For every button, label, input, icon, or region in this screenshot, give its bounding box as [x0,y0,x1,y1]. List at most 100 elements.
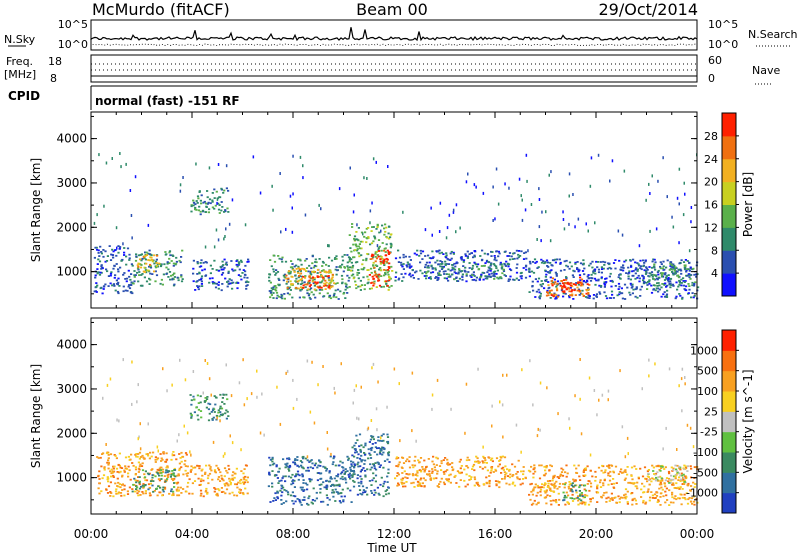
velocity-panel-cell [166,465,169,468]
velocity-panel-cell [180,460,183,463]
power-panel-cell [456,272,460,275]
power-panel-cell [301,282,304,285]
power-panel-cell [136,271,139,274]
power-panel-cell [323,295,326,297]
velocity-panel-cell [146,453,149,455]
power-panel-cell [503,263,506,266]
power-panel-cell [379,258,382,260]
power-panel-cell [571,274,574,277]
power-panel-cell [139,266,143,269]
power-panel-cell [622,269,625,272]
power-panel-cell [306,292,309,295]
velocity-panel-cell [301,474,304,477]
power-panel-cell [531,261,535,263]
velocity-panel-cell [368,441,371,443]
power-panel-cell [503,274,506,276]
velocity-panel-cell [109,491,112,493]
velocity-panel-cell [359,451,362,453]
power-panel-cell [387,266,390,268]
power-panel-speck [538,225,541,229]
velocity-panel-speck [306,359,309,363]
power-panel-speck [683,181,685,185]
power-panel-cell [144,255,147,257]
power-panel-speck [690,220,692,224]
power-panel-cell [550,269,553,271]
power-panel-cell [383,274,386,277]
power-panel-cell [236,287,239,290]
velocity-panel-cell [188,492,191,495]
power-panel-cell [330,259,334,262]
velocity-panel-cell [625,495,628,498]
power-panel-cell [214,282,217,285]
velocity-panel-cell [403,482,406,485]
power-panel-cell [333,292,336,295]
power-panel-cell [623,260,626,263]
velocity-panel-cell [341,461,344,464]
velocity-panel-cell [427,458,430,460]
power-panel-cell [563,290,566,293]
velocity-panel-speck [376,428,378,432]
power-panel-speck [536,238,538,241]
y-tick-label: 2000 [56,220,87,234]
power-panel-cell [440,268,444,270]
velocity-panel-cell [631,478,634,481]
power-panel-cell [587,288,590,291]
power-panel-cell [430,271,433,274]
velocity-panel-cell [652,466,655,469]
velocity-panel-cell [416,474,419,477]
power-panel-cell [232,281,235,284]
power-panel-cell [193,201,196,204]
velocity-panel-cell [163,488,167,490]
power-panel-cell [471,274,474,276]
power-panel-cell [329,269,332,272]
power-panel-cell [510,255,513,258]
velocity-panel-cell [273,497,276,499]
power-panel-cell [664,276,668,279]
power-panel-cell [576,286,579,289]
power-panel-cell [374,260,377,263]
power-panel-cell [214,204,217,207]
velocity-panel-cell [377,439,380,442]
velocity-panel-cell [337,492,340,495]
velocity-panel-speck [171,453,174,457]
power-panel-cell [572,283,575,285]
velocity-panel-cell [681,474,684,477]
power-panel-cell [145,271,148,274]
power-panel-speck [302,164,304,168]
y-tick-label: 4000 [56,338,87,352]
power-panel-cell [653,274,656,276]
power-panel-cell [371,226,374,228]
power-panel-cell [434,277,437,279]
velocity-panel-cell [311,499,314,501]
power-panel-speck [682,213,685,217]
power-panel-cell [358,243,361,245]
power-panel-cell [385,243,388,246]
power-panel-cell [100,271,103,274]
velocity-panel-cell [331,491,334,494]
power-panel-speck [376,244,379,248]
velocity-panel-cell [359,492,362,495]
power-panel-cell [376,254,379,256]
power-panel-cell [124,289,127,292]
power-panel-speck [672,225,675,229]
power-panel-cell [308,285,311,288]
power-panel-cell [109,259,113,261]
power-panel-cell [354,249,357,251]
velocity-panel-cell [684,475,687,478]
power-panel-cell [346,261,349,264]
power-panel-cell [113,265,116,267]
velocity-panel-cell [676,464,679,467]
velocity-panel-cell [619,470,622,473]
velocity-panel-cell [473,478,477,481]
power-panel-speck [217,238,220,242]
velocity-panel-cell [350,501,353,503]
power-panel-cell [390,245,393,247]
velocity-panel-cell [372,477,375,480]
velocity-panel-cell [370,449,373,452]
colorbar-swatch [722,431,736,453]
velocity-panel-speck [598,398,600,402]
velocity-panel-cell [589,498,592,501]
velocity-panel-cell [485,482,488,485]
velocity-panel-cell [301,466,304,469]
colorbar-swatch [722,391,736,412]
